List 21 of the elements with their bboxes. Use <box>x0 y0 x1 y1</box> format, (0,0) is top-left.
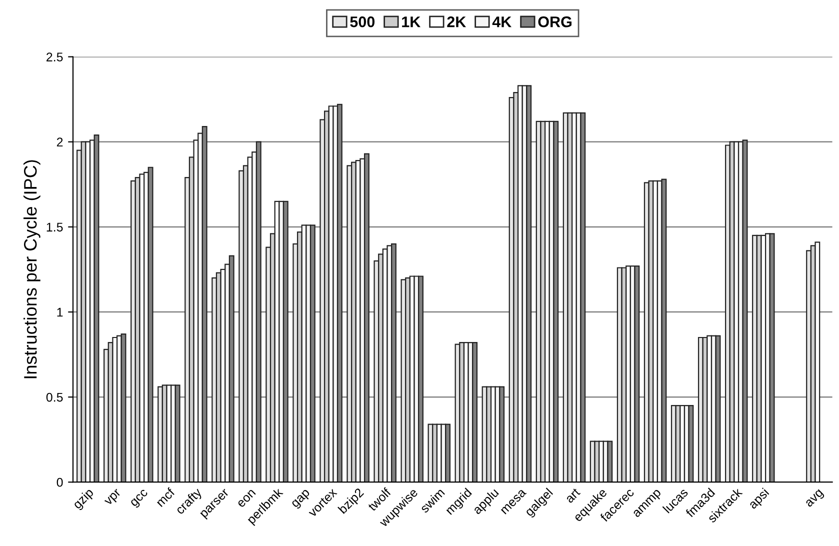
x-tick-label: avg <box>805 489 826 510</box>
bar <box>607 440 613 482</box>
y-tick-label: 2.5 <box>46 52 63 62</box>
x-tick-label: mcf <box>155 486 176 508</box>
bar <box>688 405 694 482</box>
y-tick-label: 1.5 <box>46 222 63 232</box>
legend-label: 500 <box>350 16 375 28</box>
legend-label: 1K <box>402 16 421 28</box>
y-tick-label: 2 <box>56 138 63 146</box>
legend-label: ORG <box>538 16 572 28</box>
x-tick-label: vpr <box>104 488 123 508</box>
x-tick-label: gap <box>291 488 312 510</box>
bar <box>814 242 820 482</box>
y-tick-label: 0 <box>56 478 63 487</box>
y-tick-label: 0.5 <box>46 392 63 402</box>
x-tick-label: gzip <box>72 487 96 512</box>
y-tick-label: 1 <box>57 308 63 317</box>
y-axis-title: Instructions per Cycle (IPC) <box>24 160 40 378</box>
legend-label: 2K <box>447 16 466 28</box>
x-tick-label: gcc <box>130 488 150 509</box>
legend-label: 4K <box>492 16 512 28</box>
